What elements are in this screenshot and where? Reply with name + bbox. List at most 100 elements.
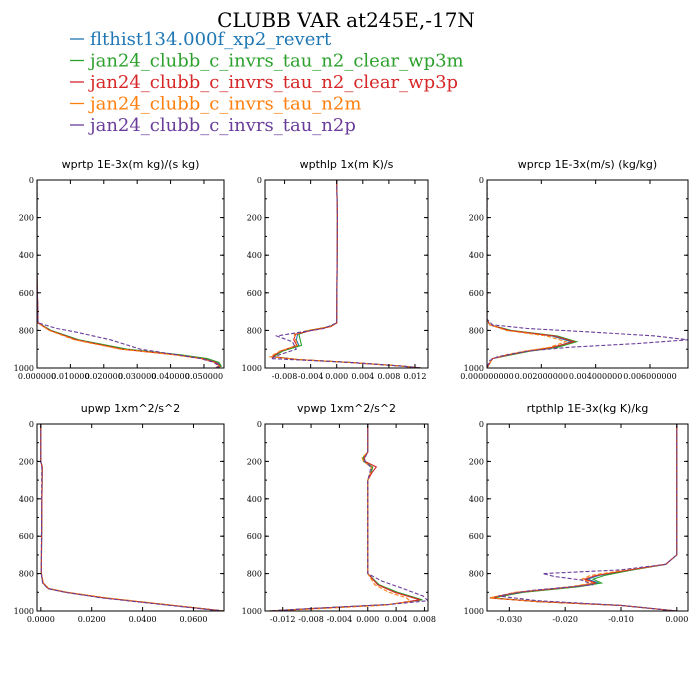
series-line-3 [268,424,421,611]
y-tick-label: 1000 [464,607,484,616]
plot-area [268,180,422,368]
x-tick-label: 0.000000 [18,372,56,381]
panel-title: wpthlp 1x(m K)/s [300,158,394,171]
y-tick-label: 1000 [242,607,262,616]
series-line-4 [489,424,678,611]
x-tick-label: 0.040000 [151,372,189,381]
y-tick-label: 200 [19,214,34,223]
plot-area [487,180,688,368]
series-line-5 [498,424,678,611]
legend-label: jan24_clubb_c_invrs_tau_n2_clear_wp3m [88,51,464,72]
y-tick-label: 400 [469,495,484,504]
series-line-1 [37,180,222,368]
series-line-3 [489,424,678,611]
legend-label: flthist134.000f_xp2_revert [90,29,332,50]
series-line-2 [492,424,678,611]
y-tick-label: 1000 [14,364,34,373]
series-line-4 [268,180,422,368]
panel-title: vpwp 1xm^2/s^2 [297,402,396,415]
y-tick-label: 200 [247,214,262,223]
y-tick-label: 200 [469,214,484,223]
x-tick-label: 0.0000 [27,615,55,624]
series-line-5 [37,180,221,368]
panel-title: wprtp 1E-3x(m kg)/(s kg) [62,158,200,171]
series-line-1 [492,424,678,611]
x-tick-label: -0.012 [270,615,296,624]
x-tick-label: 0.004000000 [569,372,622,381]
y-tick-label: 0 [257,420,262,429]
y-tick-label: 800 [469,326,484,335]
x-tick-label: -0.004 [327,615,353,624]
plot-frame [264,179,429,369]
y-tick-label: 800 [247,570,262,579]
x-tick-label: 0.0200 [78,615,106,624]
plot-area [37,180,223,368]
y-tick-label: 0 [29,420,34,429]
plot-frame [486,179,689,369]
plot-area [268,424,428,611]
x-tick-label: -0.010 [608,615,634,624]
y-tick-label: 200 [247,457,262,466]
x-tick-label: 0.030000 [118,372,156,381]
y-tick-label: 200 [469,457,484,466]
x-tick-label: 0.020000 [85,372,123,381]
x-tick-label: 0.050000 [185,372,223,381]
series-line-5 [268,424,428,611]
legend: flthist134.000f_xp2_revertjan24_clubb_c_… [70,29,464,136]
y-tick-label: 0 [479,176,484,185]
series-line-3 [37,180,222,368]
series-line-4 [40,424,224,611]
x-tick-label: 0.000000000 [460,372,513,381]
panel-title: upwp 1xm^2/s^2 [81,402,181,415]
plot-frame [36,423,225,612]
x-tick-label: 0.006000000 [623,372,676,381]
y-tick-label: 400 [469,251,484,260]
y-tick-label: 800 [247,326,262,335]
legend-label: jan24_clubb_c_invrs_tau_n2_clear_wp3p [88,72,458,93]
y-tick-label: 200 [19,457,34,466]
y-tick-label: 1000 [242,364,262,373]
panels: wprtp 1E-3x(m kg)/(s kg) 0 200 400 600 800 100… [14,158,689,624]
y-tick-label: 800 [19,326,34,335]
y-tick-label: 400 [19,495,34,504]
x-tick-label: 0.000 [665,615,688,624]
panel-2: wpthlp 1x(m K)/s 0 200 400 600 800 1000 -0.008-… [242,158,429,381]
x-tick-label: 0.012 [404,372,427,381]
y-tick-label: 1000 [464,364,484,373]
legend-label: jan24_clubb_c_invrs_tau_n2p [88,115,356,136]
y-tick-label: 800 [469,570,484,579]
series-line-3 [270,180,422,368]
series-line-5 [40,424,224,611]
y-tick-label: 1000 [14,607,34,616]
plot-frame [36,179,225,369]
x-tick-label: 0.008 [413,615,436,624]
y-tick-label: 400 [19,251,34,260]
y-tick-label: 400 [247,495,262,504]
y-tick-label: 600 [19,532,34,541]
x-tick-label: 0.004 [351,372,374,381]
series-line-2 [268,424,423,611]
figure-title: CLUBB VAR at245E,-17N [217,8,475,32]
x-tick-label: -0.008 [298,615,324,624]
series-line-4 [487,180,568,368]
panel-1: wprtp 1E-3x(m kg)/(s kg) 0 200 400 600 800 100… [14,158,225,381]
y-tick-label: 0 [257,176,262,185]
series-line-4 [37,180,221,368]
plot-frame [264,423,429,612]
series-line-3 [40,424,224,611]
x-tick-label: 0.0400 [129,615,157,624]
y-tick-label: 600 [247,532,262,541]
series-line-1 [268,424,422,611]
series-line-1 [40,424,224,611]
plot-area [40,424,224,611]
x-tick-label: -0.008 [272,372,298,381]
panel-title: rtpthlp 1E-3x(kg K)/kg [527,402,649,415]
y-tick-label: 600 [469,532,484,541]
y-tick-label: 400 [247,251,262,260]
panel-3: wprcp 1E-3x(m/s) (kg/kg) 0 200 400 600 800 100… [460,158,689,381]
x-tick-label: 0.004 [385,615,408,624]
x-tick-label: 0.008 [377,372,400,381]
y-tick-label: 0 [479,420,484,429]
